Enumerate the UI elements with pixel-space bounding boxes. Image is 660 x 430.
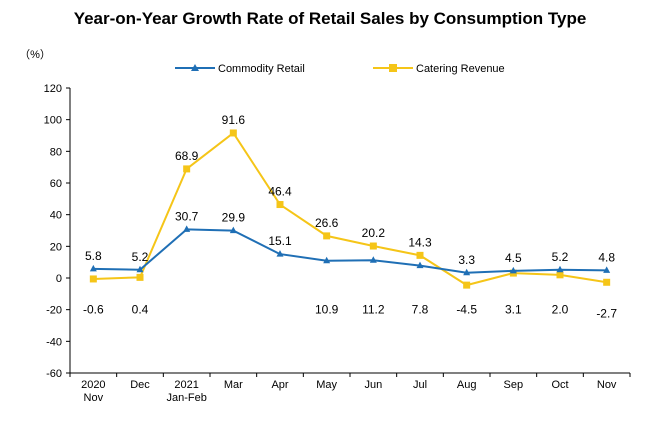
data-label: 20.2 — [362, 226, 386, 240]
data-point — [136, 273, 144, 281]
data-label: 10.9 — [315, 303, 339, 317]
data-label: 14.3 — [408, 235, 432, 249]
data-label: -2.7 — [596, 307, 617, 321]
y-tick-label: 80 — [50, 146, 62, 158]
data-point — [603, 266, 611, 273]
series-catering-revenue — [89, 129, 611, 289]
x-tick-label: Oct — [551, 379, 568, 391]
data-label: 3.3 — [458, 253, 475, 267]
x-tick-label: 2020 — [81, 379, 105, 391]
y-tick-label: -20 — [46, 305, 62, 317]
data-label: 15.1 — [268, 234, 292, 248]
data-label: 0.4 — [132, 303, 149, 317]
data-point — [229, 129, 237, 137]
y-tick-label: 0 — [56, 273, 62, 285]
series-commodity-retail — [89, 225, 611, 276]
legend-marker — [191, 64, 199, 71]
data-label: 5.2 — [552, 250, 569, 264]
y-tick-label: -60 — [46, 368, 62, 380]
data-point — [89, 264, 97, 272]
data-label: 5.2 — [132, 250, 149, 264]
y-tick-label: 20 — [50, 241, 62, 253]
data-point — [509, 266, 517, 274]
data-point — [416, 251, 424, 259]
x-tick-label: Aug — [457, 379, 477, 391]
y-tick-label: 120 — [44, 83, 62, 95]
data-point — [229, 226, 237, 234]
legend-item: Catering Revenue — [373, 63, 505, 75]
y-tick-label: 60 — [50, 178, 62, 190]
x-tick-label: Jun — [364, 379, 382, 391]
data-point — [323, 232, 331, 240]
data-point — [183, 165, 191, 173]
y-tick-label: -40 — [46, 336, 62, 348]
chart-title: Year-on-Year Growth Rate of Retail Sales… — [74, 9, 587, 28]
y-tick-label: 100 — [44, 115, 62, 127]
legend-marker — [389, 64, 397, 72]
data-label: 46.4 — [268, 185, 292, 199]
data-label: 30.7 — [175, 209, 199, 223]
x-tick-label: Mar — [224, 379, 243, 391]
data-label: 26.6 — [315, 216, 339, 230]
data-label: 29.9 — [222, 211, 246, 225]
x-tick-label: Sep — [504, 379, 524, 391]
y-unit-label: （%） — [19, 48, 51, 61]
series-line — [93, 228, 607, 274]
data-label: 7.8 — [412, 303, 429, 317]
data-label: 11.2 — [362, 303, 385, 317]
data-point — [416, 261, 424, 269]
x-tick-label: Nov — [597, 379, 617, 391]
legend-label: Commodity Retail — [218, 63, 305, 75]
x-tick-label: Dec — [130, 379, 150, 391]
data-point — [556, 271, 564, 279]
data-point — [556, 265, 564, 273]
data-point — [369, 256, 377, 263]
data-label: 2.0 — [552, 303, 569, 317]
data-point — [603, 278, 611, 286]
legend-item: Commodity Retail — [175, 63, 305, 75]
data-point — [463, 281, 471, 289]
series-line — [93, 131, 607, 287]
data-point — [276, 201, 284, 209]
x-tick-label: Nov — [84, 392, 104, 404]
data-point — [323, 256, 331, 264]
data-label: 91.6 — [222, 113, 246, 127]
data-label: -0.6 — [83, 303, 104, 317]
legend: Commodity Retail Catering Revenue — [175, 63, 505, 75]
data-label: 5.8 — [85, 249, 102, 263]
data-label: 4.5 — [505, 251, 522, 265]
y-tick-label: 40 — [50, 210, 62, 222]
x-tick-label: Jul — [413, 379, 427, 391]
series-layer — [89, 129, 611, 289]
data-label: 68.9 — [175, 149, 199, 163]
data-label: -4.5 — [456, 303, 477, 317]
data-point — [369, 242, 377, 250]
legend-label: Catering Revenue — [416, 63, 505, 75]
data-labels: 5.8 5.2 30.7 29.9 15.1 10.9 11.2 7.8 3.3 4.5 5.2 4.… — [83, 113, 617, 321]
data-point — [89, 275, 97, 283]
data-point — [136, 265, 144, 273]
x-tick-label: May — [316, 379, 337, 391]
data-point — [463, 268, 471, 276]
x-tick-label: 2021 — [174, 379, 198, 391]
x-tick-label: Jan-Feb — [166, 392, 206, 404]
data-point — [276, 250, 284, 257]
data-point — [183, 225, 191, 232]
data-label: 4.8 — [598, 250, 615, 264]
x-tick-label: Apr — [271, 379, 288, 391]
data-label: 3.1 — [505, 303, 522, 317]
